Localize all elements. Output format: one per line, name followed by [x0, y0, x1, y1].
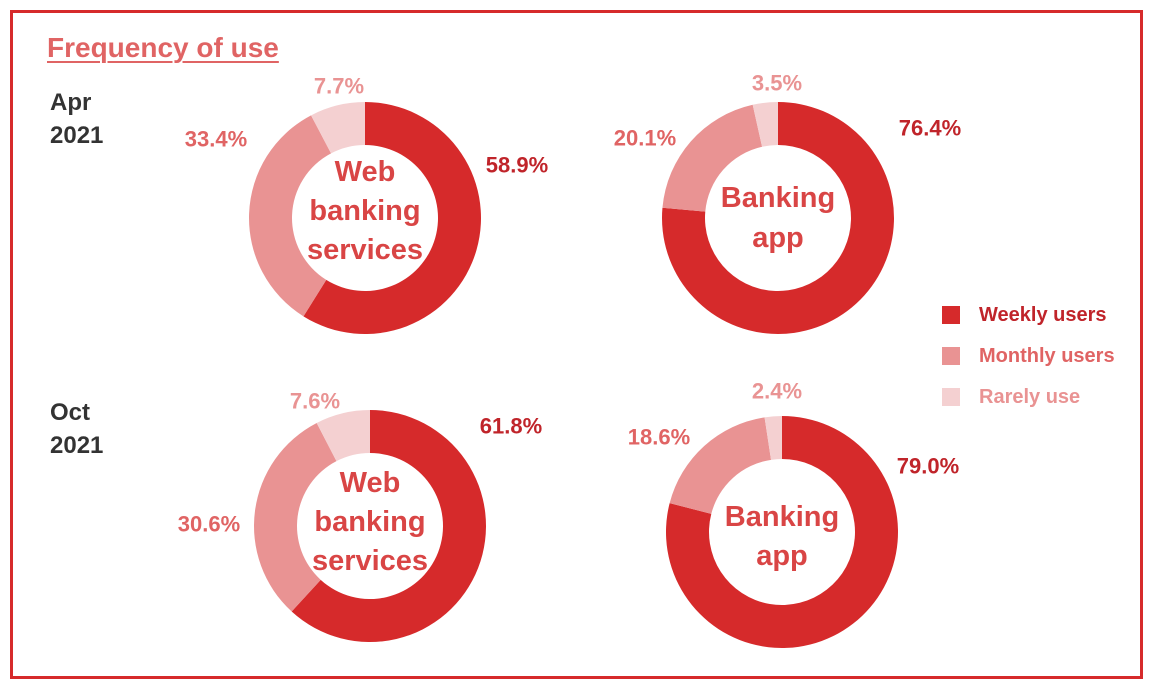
slice-weekly [662, 102, 895, 334]
page-title: Frequency of use [47, 32, 279, 63]
slice-monthly [669, 417, 772, 514]
center-label-line: banking [314, 506, 425, 538]
donut-chart-2: Banking app 76.4% 20.1% 3.5% [614, 71, 961, 334]
center-label-line: app [756, 540, 808, 572]
legend-swatch [942, 306, 960, 324]
period-label-apr-2021: Apr 2021 [50, 86, 103, 152]
slice-weekly [665, 416, 898, 649]
center-label-line: Banking [725, 501, 839, 533]
slice-rarely [311, 102, 365, 154]
donut-chart-3: Web banking services 61.8% 30.6% 7.6% [178, 389, 542, 642]
value-label-weekly: 79.0% [897, 454, 959, 479]
value-label-rarely: 3.5% [752, 71, 802, 96]
chart-frame [10, 10, 1143, 679]
slice-weekly [291, 410, 486, 642]
donut-chart-4: Banking app 79.0% 18.6% 2.4% [628, 379, 959, 649]
period-year: 2021 [50, 122, 104, 149]
value-label-monthly: 20.1% [614, 126, 676, 151]
center-label-line: app [752, 222, 804, 254]
slice-monthly [662, 104, 763, 212]
slice-rarely [764, 416, 782, 460]
period-month: Apr [50, 89, 92, 116]
slice-monthly [249, 115, 332, 317]
value-label-weekly: 61.8% [480, 414, 542, 439]
value-label-rarely: 7.7% [314, 74, 364, 99]
value-label-rarely: 2.4% [752, 379, 802, 404]
value-label-monthly: 33.4% [185, 127, 247, 152]
value-label-monthly: 18.6% [628, 425, 690, 450]
legend-label: Rarely use [979, 386, 1081, 408]
legend-label: Weekly users [979, 304, 1107, 326]
legend-swatch [942, 388, 960, 406]
period-label-oct-2021: Oct 2021 [50, 396, 103, 462]
center-label-line: services [307, 234, 423, 266]
center-label-line: banking [309, 195, 420, 227]
period-year: 2021 [50, 432, 104, 459]
center-label-line: Banking [721, 182, 835, 214]
period-month: Oct [50, 399, 91, 426]
donut-chart-1: Web banking services 58.9% 33.4% 7.7% [185, 74, 548, 334]
value-label-rarely: 7.6% [290, 389, 340, 414]
value-label-weekly: 76.4% [899, 116, 961, 141]
slice-monthly [254, 422, 337, 612]
center-label-line: Web [340, 467, 401, 499]
legend-label: Monthly users [979, 345, 1115, 367]
legend-swatch [942, 347, 960, 365]
center-label-line: Web [335, 156, 396, 188]
value-label-weekly: 58.9% [486, 153, 548, 178]
slice-rarely [316, 410, 370, 462]
value-label-monthly: 30.6% [178, 512, 240, 537]
slice-rarely [752, 102, 778, 147]
slice-weekly [303, 102, 482, 334]
center-label-line: services [312, 545, 428, 577]
